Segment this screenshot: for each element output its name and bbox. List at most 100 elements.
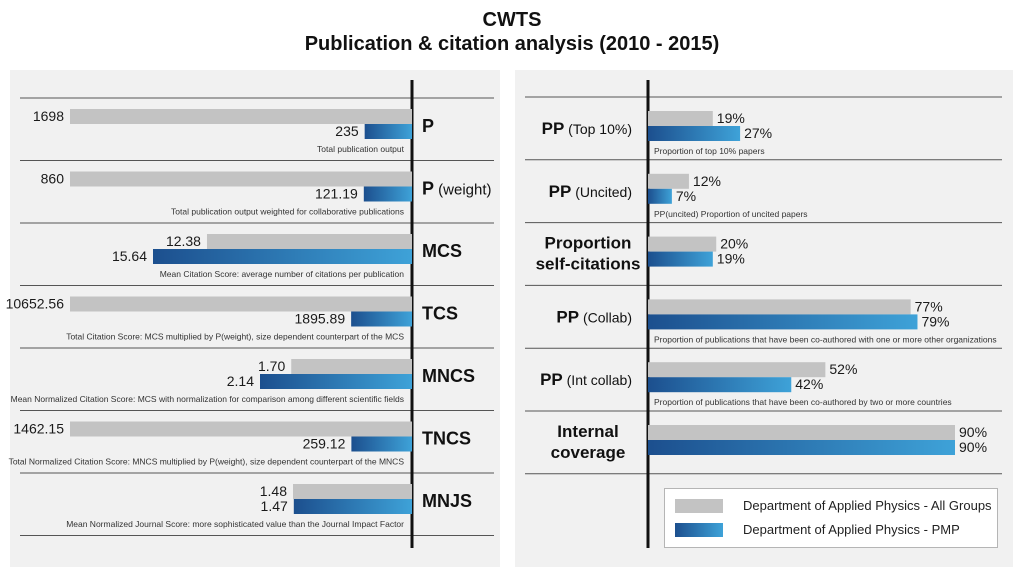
metric-label-tncs: TNCS xyxy=(422,429,471,449)
bar-all-groups-pp-top10 xyxy=(648,111,713,126)
chart-title: CWTS xyxy=(482,9,542,31)
metric-label-bold: MNJS xyxy=(422,491,472,511)
metric-label-proportion-self-citations-line1: Proportion xyxy=(545,234,632,253)
data-label-all-groups-mcs: 12.38 xyxy=(166,233,201,249)
data-label-pmp-internal-coverage: 90% xyxy=(959,439,987,455)
metric-description-mncs: Mean Normalized Citation Score: MCS with… xyxy=(11,394,404,404)
metric-label-internal-coverage-line2: coverage xyxy=(551,443,626,462)
data-label-all-groups-proportion-self-citations: 20% xyxy=(720,236,748,252)
bar-pmp-pp-top10 xyxy=(648,126,741,141)
metric-description-p: Total publication output xyxy=(317,144,405,154)
bar-pmp-pp-uncited xyxy=(648,188,672,204)
bar-pmp-tncs xyxy=(351,436,412,452)
data-label-pmp-tncs: 259.12 xyxy=(303,436,346,452)
legend-swatch-all-groups xyxy=(675,499,723,513)
metric-description-tcs: Total Citation Score: MCS multiplied by … xyxy=(66,332,404,342)
data-label-pmp-tcs: 1895.89 xyxy=(295,311,346,327)
metric-label-internal-coverage-line1: Internal xyxy=(557,422,618,441)
bar-all-groups-p-weight xyxy=(70,171,412,187)
bar-all-groups-mnjs xyxy=(293,484,412,499)
data-label-pmp-proportion-self-citations: 19% xyxy=(717,251,745,267)
metric-label-bold: PP xyxy=(556,307,579,326)
data-label-all-groups-p-weight: 860 xyxy=(41,171,65,187)
metric-label-bold: TNCS xyxy=(422,429,471,449)
legend: Department of Applied Physics - All Grou… xyxy=(664,488,998,548)
metric-label-bold: MCS xyxy=(422,241,462,261)
metric-description-mnjs: Mean Normalized Journal Score: more soph… xyxy=(66,519,404,529)
data-label-all-groups-internal-coverage: 90% xyxy=(959,424,987,440)
bar-pmp-internal-coverage xyxy=(648,440,955,455)
data-label-pmp-mnjs: 1.47 xyxy=(261,498,288,514)
bar-all-groups-tcs xyxy=(70,296,412,312)
data-label-all-groups-pp-collab: 77% xyxy=(915,298,943,314)
bar-all-groups-p xyxy=(70,109,412,124)
metric-description-pp-uncited: PP(uncited) Proportion of uncited papers xyxy=(654,209,808,219)
metric-label-proportion-self-citations-line2: self-citations xyxy=(536,255,641,274)
bar-all-groups-internal-coverage xyxy=(648,425,955,440)
bar-all-groups-tncs xyxy=(70,421,412,437)
bar-pmp-tcs xyxy=(351,311,412,327)
left-metrics-chart: 1698 235 Total publication output P 860 121.1… xyxy=(6,80,494,548)
metric-label-tcs: TCS xyxy=(422,304,458,324)
data-label-all-groups-tncs: 1462.15 xyxy=(13,421,64,437)
metric-description-tncs: Total Normalized Citation Score: MNCS mu… xyxy=(9,457,405,467)
data-label-pmp-mncs: 2.14 xyxy=(227,373,254,389)
data-label-all-groups-p: 1698 xyxy=(33,108,64,124)
data-label-pmp-pp-top10: 27% xyxy=(744,125,772,141)
metric-description-pp-int-collab: Proportion of publications that have bee… xyxy=(654,397,952,407)
chart-subtitle: Publication & citation analysis (2010 - … xyxy=(304,33,720,55)
metric-label-bold: P xyxy=(422,116,434,136)
metric-label-pp-top10: PP (Top 10%) xyxy=(542,119,632,138)
metric-label-pp-int-collab: PP (Int collab) xyxy=(540,370,632,389)
metric-label-bold: TCS xyxy=(422,304,458,324)
data-label-pmp-pp-uncited: 7% xyxy=(676,188,696,204)
bar-pmp-p xyxy=(364,124,412,139)
metric-label-normal: (Top 10%) xyxy=(564,121,632,137)
metric-label-p-weight: P (weight) xyxy=(422,179,492,199)
data-label-pmp-pp-int-collab: 42% xyxy=(795,376,823,392)
metric-label-mnjs: MNJS xyxy=(422,491,472,511)
metric-label-normal: (Collab) xyxy=(579,309,632,325)
bar-pmp-pp-collab xyxy=(648,314,918,330)
data-label-pmp-mcs: 15.64 xyxy=(112,248,147,264)
legend-swatch-pmp xyxy=(675,523,723,537)
metric-label-pp-collab: PP (Collab) xyxy=(556,307,632,326)
bar-pmp-pp-int-collab xyxy=(648,377,792,393)
metric-label-normal: (Int collab) xyxy=(563,372,632,388)
metric-description-mcs: Mean Citation Score: average number of c… xyxy=(160,269,405,279)
legend-label-all-groups: Department of Applied Physics - All Grou… xyxy=(743,498,992,513)
bar-all-groups-pp-collab xyxy=(648,299,911,315)
metric-label-mcs: MCS xyxy=(422,241,462,261)
bar-pmp-mnjs xyxy=(293,499,412,514)
data-label-pmp-p-weight: 121.19 xyxy=(315,186,358,202)
metric-label-bold: PP xyxy=(549,182,572,201)
metric-description-pp-collab: Proportion of publications that have bee… xyxy=(654,334,997,344)
metric-label-bold: PP xyxy=(540,370,563,389)
metric-label-mncs: MNCS xyxy=(422,366,475,386)
bar-pmp-mncs xyxy=(260,374,412,389)
right-metrics-chart: 19% 27% Proportion of top 10% papers PP (To… xyxy=(525,80,1002,548)
metric-label-bold: P xyxy=(422,179,434,199)
metric-label-p: P xyxy=(422,116,434,136)
metric-label-pp-uncited: PP (Uncited) xyxy=(549,182,632,201)
data-label-pmp-p: 235 xyxy=(335,123,359,139)
bar-pmp-p-weight xyxy=(363,186,412,202)
bar-all-groups-pp-uncited xyxy=(648,173,689,189)
metric-label-bold: PP xyxy=(542,119,565,138)
data-label-all-groups-tcs: 10652.56 xyxy=(6,296,65,312)
metric-label-normal: (weight) xyxy=(434,182,492,199)
legend-label-pmp: Department of Applied Physics - PMP xyxy=(743,522,960,537)
data-label-all-groups-pp-int-collab: 52% xyxy=(829,361,857,377)
data-label-all-groups-mncs: 1.70 xyxy=(258,358,285,374)
bar-all-groups-pp-int-collab xyxy=(648,362,826,378)
data-label-all-groups-pp-uncited: 12% xyxy=(693,173,721,189)
bar-pmp-proportion-self-citations xyxy=(648,251,713,267)
metric-description-p-weight: Total publication output weighted for co… xyxy=(171,207,404,217)
metric-description-pp-top10: Proportion of top 10% papers xyxy=(654,146,765,156)
left-panel xyxy=(10,70,500,567)
bar-all-groups-mncs xyxy=(291,359,412,374)
bar-all-groups-proportion-self-citations xyxy=(648,236,717,252)
metric-label-normal: (Uncited) xyxy=(571,184,632,200)
bar-pmp-mcs xyxy=(153,249,412,264)
